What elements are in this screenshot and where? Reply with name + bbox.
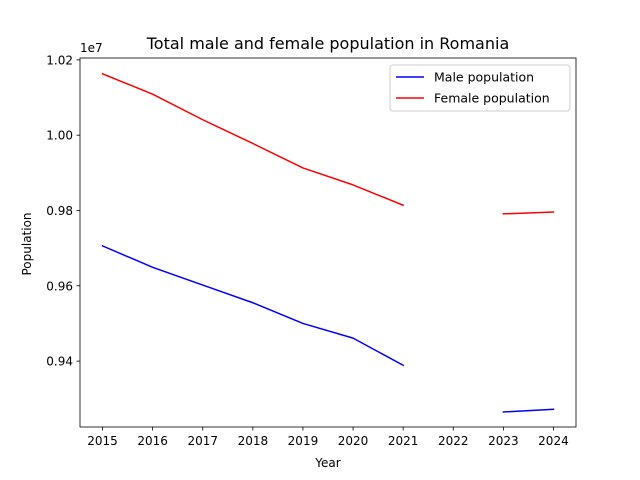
- legend-label: Male population: [434, 70, 534, 85]
- y-tick-label: 1.00: [46, 129, 73, 143]
- x-tick-label: 2018: [238, 434, 269, 448]
- legend-label: Female population: [434, 91, 550, 106]
- y-tick-label: 1.02: [46, 53, 73, 67]
- series-1-line-segment-1: [502, 211, 555, 215]
- series-1-line-segment-0: [101, 72, 405, 207]
- x-tick-label: 2019: [288, 434, 319, 448]
- x-tick-label: 2021: [388, 434, 419, 448]
- plot-frame: [79, 57, 577, 428]
- x-tick-label: 2016: [137, 434, 168, 448]
- y-tick-label: 0.94: [46, 355, 73, 369]
- chart-title: Total male and female population in Roma…: [146, 34, 510, 53]
- x-axis-title: Year: [314, 456, 340, 470]
- legend: Male population Female population: [389, 64, 571, 112]
- x-tick-label: 2015: [87, 434, 118, 448]
- x-tick-label: 2024: [538, 434, 569, 448]
- series-0-line-segment-0: [101, 244, 405, 367]
- y-offset-label: 1e7: [80, 41, 103, 55]
- y-tick-label: 0.96: [46, 279, 73, 293]
- y-axis-title: Population: [20, 212, 34, 275]
- x-tick-label: 2020: [338, 434, 369, 448]
- x-tick-label: 2017: [187, 434, 218, 448]
- legend-box: [389, 64, 571, 112]
- y-tick-label: 0.98: [46, 204, 73, 218]
- x-tick-label: 2023: [488, 434, 519, 448]
- series-0-line-segment-1: [502, 408, 555, 413]
- plot-area: 2015 2016 2017 2018 2019 2020 2021 2022 2023 2024…: [46, 53, 577, 448]
- x-tick-label: 2022: [438, 434, 469, 448]
